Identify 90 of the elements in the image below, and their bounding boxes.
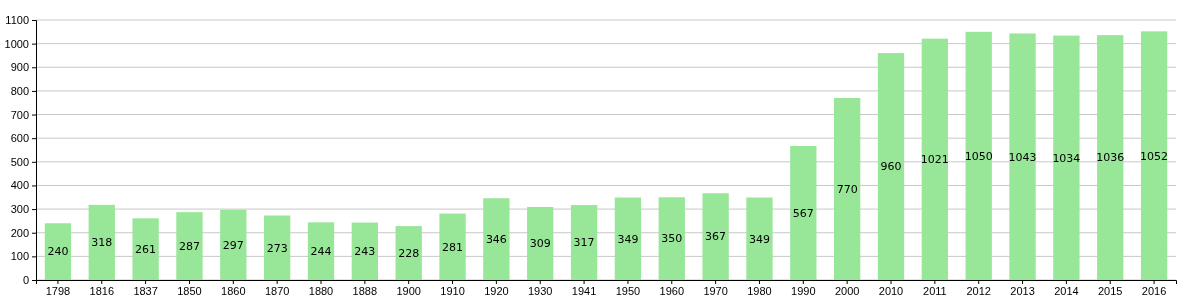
x-tick-label: 1870 <box>264 284 290 297</box>
data-label: 960 <box>880 160 902 174</box>
bar <box>921 38 948 280</box>
data-label: 349 <box>617 232 639 246</box>
data-label: 309 <box>529 237 551 251</box>
y-tick-label: 200 <box>10 226 29 239</box>
data-label: 244 <box>310 245 332 259</box>
bar <box>527 206 554 280</box>
bar <box>307 222 335 280</box>
x-tick-label: 1860 <box>221 284 246 297</box>
y-tick-label: 700 <box>10 108 29 121</box>
data-label: 567 <box>792 206 814 220</box>
data-label: 240 <box>47 245 69 259</box>
bar <box>351 222 378 280</box>
data-label: 1021 <box>920 153 949 167</box>
bar <box>44 223 72 280</box>
data-label: 273 <box>266 241 288 255</box>
bar <box>1140 31 1168 280</box>
x-tick-label: 2013 <box>1010 284 1035 297</box>
y-tick-label: 1100 <box>5 14 29 27</box>
bar <box>658 197 685 280</box>
data-label: 367 <box>705 230 727 244</box>
data-label: 228 <box>398 246 420 260</box>
x-tick-label: 2010 <box>878 284 904 297</box>
y-tick-label: 0 <box>22 274 29 287</box>
data-label: 770 <box>836 182 858 196</box>
x-tick-label: 1941 <box>571 284 597 297</box>
x-tick-label: 1888 <box>352 284 378 297</box>
data-label: 349 <box>748 232 770 246</box>
data-label: 346 <box>485 232 507 246</box>
data-label: 1034 <box>1052 151 1081 165</box>
data-label: 243 <box>354 245 376 259</box>
y-tick-label: 600 <box>10 132 29 145</box>
bar <box>570 205 598 280</box>
x-tick-label: 1930 <box>527 284 553 297</box>
bar <box>176 212 203 280</box>
data-label: 297 <box>222 238 244 252</box>
data-label: 1050 <box>964 149 993 163</box>
bar <box>965 31 992 280</box>
data-label: 1052 <box>1140 149 1169 163</box>
x-tick-label: 1980 <box>747 284 772 297</box>
y-tick-label: 400 <box>10 179 29 192</box>
x-tick-label: 2015 <box>1097 284 1123 297</box>
x-tick-label: 2016 <box>1141 284 1167 297</box>
bar <box>702 193 729 280</box>
x-tick-label: 1850 <box>177 284 202 297</box>
y-tick-label: 300 <box>10 203 29 216</box>
x-tick-label: 1880 <box>308 284 334 297</box>
y-tick-label: 500 <box>10 155 29 168</box>
bar <box>264 215 291 280</box>
bar <box>220 209 247 280</box>
data-label: 287 <box>178 239 200 253</box>
bar <box>877 53 905 280</box>
bar <box>1053 35 1080 280</box>
x-tick-label: 1960 <box>659 284 685 297</box>
x-tick-label: 2000 <box>834 284 860 297</box>
x-tick-label: 1910 <box>440 284 465 297</box>
x-tick-label: 1990 <box>791 284 816 297</box>
bar <box>439 213 466 280</box>
data-label: 317 <box>573 236 595 250</box>
x-tick-label: 1798 <box>45 284 71 297</box>
data-label: 350 <box>661 232 683 246</box>
data-label: 281 <box>442 240 464 254</box>
bar <box>483 198 510 280</box>
x-tick-label: 1950 <box>615 284 641 297</box>
x-tick-label: 1816 <box>89 284 115 297</box>
bar <box>132 218 159 280</box>
data-label: 261 <box>135 243 157 256</box>
y-tick-label: 1000 <box>4 37 29 50</box>
x-tick-label: 1920 <box>484 284 509 297</box>
bar <box>1097 35 1124 280</box>
data-label: 1043 <box>1008 150 1037 164</box>
bar <box>614 197 642 280</box>
bar <box>790 145 817 280</box>
y-tick-label: 800 <box>10 84 29 97</box>
data-label: 1036 <box>1096 151 1125 165</box>
x-tick-label: 1900 <box>396 284 421 297</box>
bar <box>834 98 861 280</box>
x-tick-label: 2012 <box>966 284 991 297</box>
x-tick-label: 1970 <box>703 284 728 297</box>
x-tick-label: 1837 <box>133 284 158 297</box>
bar <box>746 197 773 280</box>
bar <box>88 204 115 280</box>
x-tick-label: 2011 <box>923 284 947 297</box>
bar <box>395 226 422 280</box>
y-tick-label: 100 <box>10 250 29 263</box>
x-tick-label: 2014 <box>1054 284 1079 297</box>
y-tick-label: 900 <box>10 61 29 74</box>
bar <box>1009 33 1036 280</box>
data-label: 318 <box>91 236 113 250</box>
